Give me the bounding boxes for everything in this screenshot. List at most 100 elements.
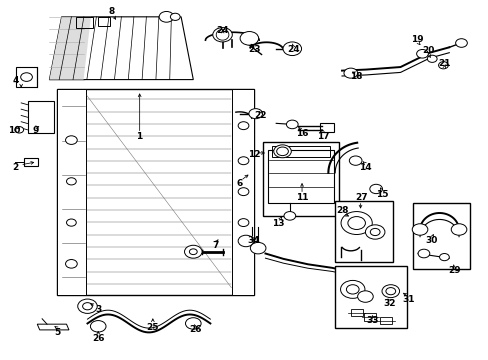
Circle shape: [273, 145, 291, 158]
Circle shape: [185, 318, 201, 329]
Circle shape: [286, 120, 298, 129]
Circle shape: [170, 13, 180, 21]
Bar: [267, 149, 333, 203]
Circle shape: [238, 122, 248, 130]
Circle shape: [343, 68, 357, 78]
Circle shape: [284, 212, 295, 220]
Circle shape: [78, 299, 97, 314]
Circle shape: [365, 225, 384, 239]
Bar: [334, 201, 392, 262]
Circle shape: [238, 188, 248, 195]
Circle shape: [417, 249, 429, 258]
Circle shape: [385, 288, 395, 295]
Circle shape: [438, 62, 447, 69]
Text: 9: 9: [33, 126, 39, 135]
Bar: [350, 309, 362, 316]
Text: 2: 2: [12, 163, 19, 172]
Text: 20: 20: [422, 46, 434, 55]
Bar: [57, 89, 86, 295]
Bar: [271, 146, 329, 157]
Circle shape: [369, 184, 382, 194]
Text: 27: 27: [354, 193, 367, 202]
Bar: [412, 203, 469, 269]
Text: 5: 5: [55, 328, 61, 337]
Text: 25: 25: [146, 323, 159, 332]
Circle shape: [65, 260, 77, 268]
Circle shape: [238, 219, 248, 226]
Circle shape: [455, 39, 467, 47]
Circle shape: [340, 280, 364, 298]
Circle shape: [159, 12, 173, 22]
Bar: [16, 67, 37, 87]
Text: 24: 24: [286, 45, 299, 54]
Text: 11: 11: [295, 193, 307, 202]
Text: 7: 7: [212, 241, 218, 250]
Circle shape: [411, 224, 427, 235]
Circle shape: [276, 147, 288, 156]
Text: 23: 23: [247, 45, 260, 54]
Circle shape: [65, 136, 77, 144]
Polygon shape: [49, 17, 91, 80]
Text: 26: 26: [189, 325, 202, 334]
Circle shape: [238, 235, 253, 247]
Bar: [76, 17, 93, 28]
Circle shape: [20, 73, 32, 81]
Bar: [334, 266, 407, 328]
Polygon shape: [37, 324, 69, 330]
Bar: [379, 317, 391, 324]
Bar: [263, 142, 338, 216]
Circle shape: [189, 249, 197, 255]
Circle shape: [347, 217, 365, 229]
Bar: [98, 17, 110, 26]
Circle shape: [240, 32, 258, 45]
Bar: [320, 123, 333, 132]
Circle shape: [66, 178, 76, 185]
Bar: [364, 314, 375, 320]
Bar: [57, 89, 254, 295]
Circle shape: [283, 42, 301, 55]
Circle shape: [357, 291, 372, 302]
Circle shape: [82, 303, 92, 310]
Text: 3: 3: [95, 305, 101, 314]
Circle shape: [238, 157, 248, 165]
Circle shape: [212, 28, 232, 42]
Text: 22: 22: [253, 111, 266, 120]
Circle shape: [248, 109, 262, 119]
Text: 31: 31: [401, 294, 414, 303]
Text: 14: 14: [358, 163, 371, 172]
Text: 1: 1: [135, 132, 142, 141]
Circle shape: [15, 127, 23, 133]
Text: 13: 13: [272, 219, 285, 228]
Text: 15: 15: [375, 190, 388, 199]
Text: 28: 28: [335, 206, 347, 215]
Circle shape: [250, 242, 265, 254]
Circle shape: [340, 212, 371, 234]
Bar: [24, 158, 38, 166]
Text: 30: 30: [425, 237, 437, 246]
Polygon shape: [49, 17, 193, 80]
Text: 12: 12: [247, 150, 260, 159]
Bar: [232, 89, 254, 295]
Text: 32: 32: [383, 299, 395, 308]
Text: 21: 21: [437, 59, 450, 68]
Text: 19: 19: [410, 35, 423, 44]
Circle shape: [381, 285, 399, 298]
Circle shape: [184, 245, 202, 258]
Circle shape: [66, 219, 76, 226]
Text: 8: 8: [108, 7, 115, 16]
Bar: [27, 101, 54, 134]
Text: 4: 4: [12, 76, 19, 85]
Circle shape: [369, 228, 379, 235]
Text: 16: 16: [295, 129, 307, 138]
Text: 24: 24: [216, 26, 228, 35]
Circle shape: [90, 320, 106, 332]
Text: 29: 29: [447, 266, 460, 275]
Text: 10: 10: [8, 126, 20, 135]
Text: 34: 34: [246, 237, 259, 246]
Circle shape: [416, 49, 427, 58]
Circle shape: [439, 253, 448, 261]
Text: 17: 17: [317, 132, 329, 141]
Text: 18: 18: [350, 72, 362, 81]
Circle shape: [450, 224, 466, 235]
Circle shape: [427, 55, 436, 62]
